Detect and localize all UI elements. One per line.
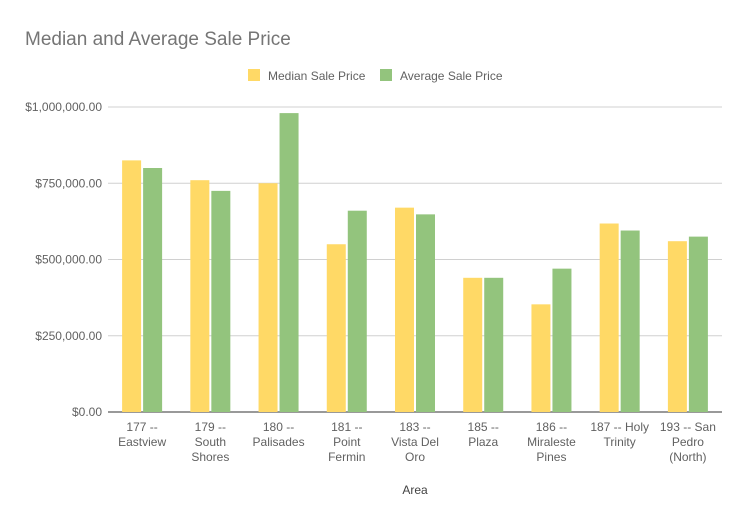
bar-average-sale-price — [552, 268, 572, 412]
x-axis-label: Area — [402, 483, 428, 497]
legend-label-average: Average Sale Price — [400, 69, 503, 83]
x-tick-label: 186 --Miraleste Pines — [527, 420, 576, 464]
bar-median-sale-price — [326, 244, 346, 412]
bar-average-sale-price — [688, 236, 708, 412]
x-tick-label-line: 179 -- — [195, 420, 226, 434]
x-tick-label-line: Point — [333, 435, 361, 449]
y-axis-ticks: $0.00 $250,000.00 $500,000.00 $750,000.00 $1… — [25, 100, 102, 419]
bar-median-sale-price — [599, 223, 619, 412]
x-tick-label-line: 183 -- — [399, 420, 430, 434]
chart-title: Median and Average Sale Price — [25, 29, 291, 50]
x-tick-label-line: Vista Del — [391, 435, 439, 449]
bar-average-sale-price — [211, 190, 231, 412]
x-tick-label-line: Eastview — [118, 435, 166, 449]
x-tick-label-line: Miraleste — [527, 435, 576, 449]
bar-median-sale-price — [463, 277, 483, 412]
x-tick-label-line: Plaza — [468, 435, 498, 449]
x-tick-label-line: 185 -- — [468, 420, 499, 434]
x-tick-label-line: 177 -- — [126, 420, 157, 434]
x-tick-label-line: South — [195, 435, 226, 449]
x-tick-label: 193 -- San Pedro (North) — [660, 420, 716, 464]
y-tick-label: $0.00 — [72, 405, 102, 419]
x-tick-label-line: Shores — [191, 450, 229, 464]
x-tick-label-line: 193 -- San — [660, 420, 716, 434]
bar-average-sale-price — [416, 214, 435, 412]
y-tick-label: $500,000.00 — [35, 253, 102, 267]
legend-label-median: Median Sale Price — [268, 69, 366, 83]
x-tick-label: 181 --Point Fermin — [328, 420, 365, 464]
x-tick-label-line: Trinity — [604, 435, 636, 449]
x-tick-label-line: Fermin — [328, 450, 365, 464]
y-tick-label: $750,000.00 — [35, 176, 102, 190]
x-tick-label-line: 186 -- — [536, 420, 567, 434]
bar-median-sale-price — [122, 160, 142, 412]
legend-swatch-median — [248, 69, 260, 81]
x-tick-label-line: 181 -- — [331, 420, 362, 434]
x-tick-label-line: (North) — [669, 450, 706, 464]
bar-median-sale-price — [258, 183, 278, 412]
y-tick-label: $1,000,000.00 — [25, 100, 102, 114]
bars — [122, 113, 708, 412]
bar-median-sale-price — [667, 241, 687, 412]
x-tick-label-line: Oro — [405, 450, 425, 464]
x-tick-label: 177 --Eastview — [118, 420, 166, 449]
bar-average-sale-price — [484, 277, 504, 412]
bar-average-sale-price — [143, 168, 163, 412]
x-tick-label: 183 --Vista Del Oro — [391, 420, 439, 464]
bar-average-sale-price — [620, 230, 640, 412]
bar-average-sale-price — [279, 113, 299, 412]
x-tick-label-line: 187 -- Holy — [590, 420, 649, 434]
x-tick-label: 187 -- Holy Trinity — [590, 420, 649, 449]
legend: Median Sale Price Average Sale Price — [248, 69, 503, 83]
legend-swatch-average — [380, 69, 392, 81]
x-tick-label: 180 --Palisades — [253, 420, 305, 449]
y-tick-label: $250,000.00 — [35, 329, 102, 343]
x-tick-label-line: Pedro — [672, 435, 704, 449]
x-tick-label-line: Pines — [536, 450, 566, 464]
x-tick-label-line: 180 -- — [263, 420, 294, 434]
bar-median-sale-price — [190, 180, 210, 412]
gridlines — [108, 106, 722, 413]
bar-average-sale-price — [347, 210, 367, 412]
x-tick-label: 179 --South Shores — [191, 420, 229, 464]
bar-median-sale-price — [531, 304, 551, 412]
x-axis-ticks: 177 --Eastview 179 --South Shores 180 --Pal… — [118, 420, 716, 464]
x-tick-label: 185 --Plaza — [468, 420, 499, 449]
bar-median-sale-price — [395, 207, 414, 412]
x-tick-label-line: Palisades — [253, 435, 305, 449]
